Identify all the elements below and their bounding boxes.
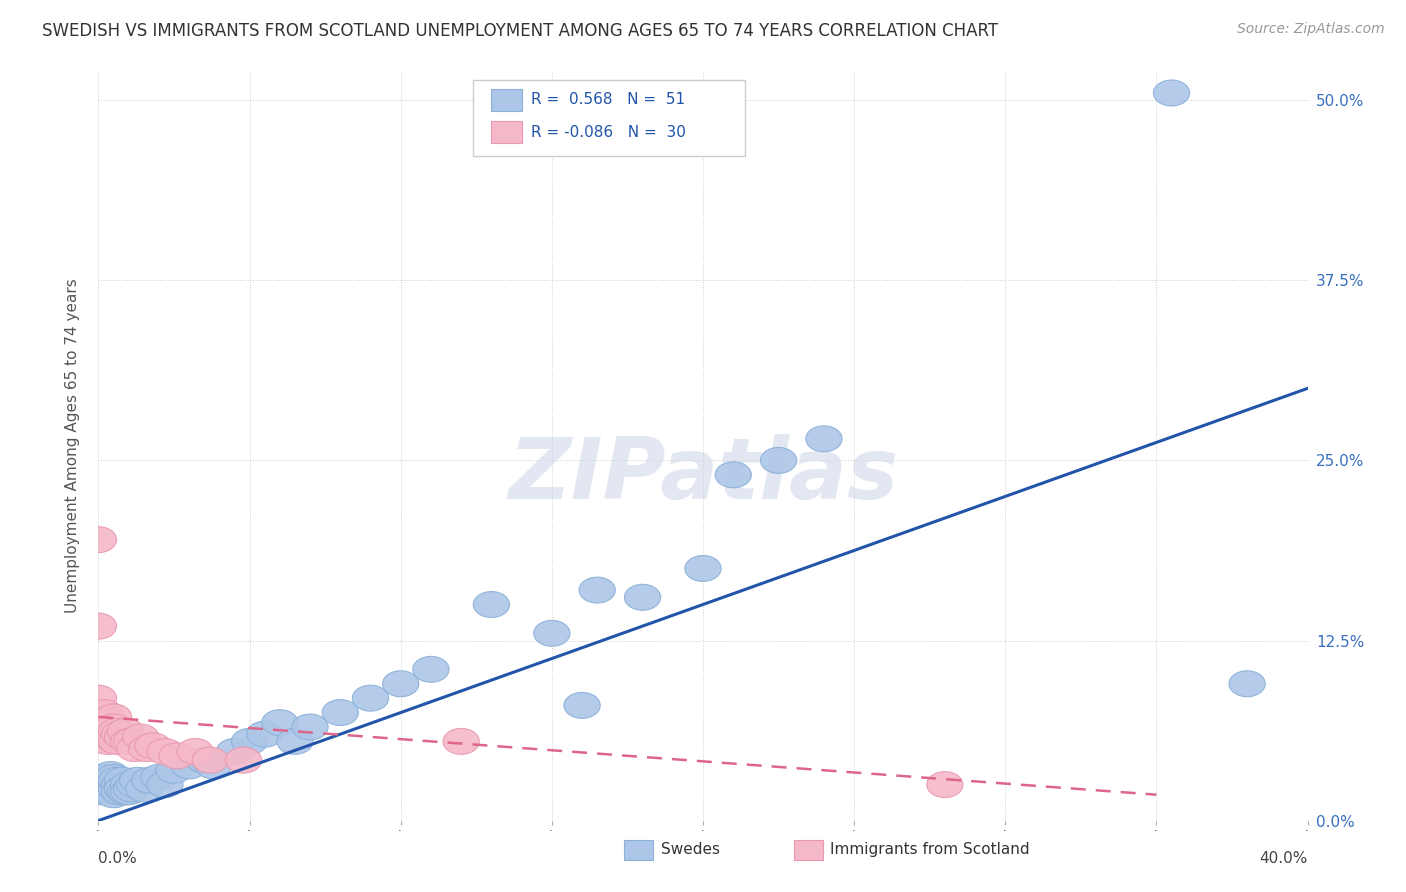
Text: 40.0%: 40.0% bbox=[1260, 851, 1308, 865]
Ellipse shape bbox=[96, 781, 132, 807]
Ellipse shape bbox=[114, 776, 150, 802]
Ellipse shape bbox=[96, 764, 132, 790]
Ellipse shape bbox=[277, 729, 314, 755]
Ellipse shape bbox=[107, 779, 143, 805]
Text: R =  0.568   N =  51: R = 0.568 N = 51 bbox=[531, 93, 685, 107]
Ellipse shape bbox=[93, 779, 129, 805]
Ellipse shape bbox=[322, 699, 359, 725]
Ellipse shape bbox=[96, 714, 132, 740]
Ellipse shape bbox=[146, 772, 183, 797]
Ellipse shape bbox=[107, 718, 143, 744]
Ellipse shape bbox=[246, 722, 283, 747]
Ellipse shape bbox=[443, 729, 479, 755]
Ellipse shape bbox=[98, 729, 135, 755]
FancyBboxPatch shape bbox=[793, 840, 823, 860]
Ellipse shape bbox=[98, 767, 135, 793]
Ellipse shape bbox=[195, 753, 232, 779]
Ellipse shape bbox=[80, 526, 117, 553]
Ellipse shape bbox=[98, 718, 135, 744]
Ellipse shape bbox=[101, 772, 138, 797]
Ellipse shape bbox=[156, 757, 193, 783]
Ellipse shape bbox=[806, 425, 842, 451]
Text: 0.0%: 0.0% bbox=[98, 851, 138, 865]
Ellipse shape bbox=[86, 699, 122, 725]
Ellipse shape bbox=[292, 714, 328, 740]
Ellipse shape bbox=[761, 448, 797, 474]
Ellipse shape bbox=[927, 772, 963, 797]
Ellipse shape bbox=[262, 710, 298, 736]
Ellipse shape bbox=[353, 685, 388, 711]
Text: R = -0.086   N =  30: R = -0.086 N = 30 bbox=[531, 125, 686, 139]
Ellipse shape bbox=[117, 772, 153, 797]
Ellipse shape bbox=[83, 779, 120, 805]
Ellipse shape bbox=[104, 724, 141, 750]
Ellipse shape bbox=[186, 747, 222, 773]
Ellipse shape bbox=[624, 584, 661, 610]
Ellipse shape bbox=[93, 724, 129, 750]
Ellipse shape bbox=[83, 722, 120, 747]
Ellipse shape bbox=[1153, 80, 1189, 106]
Ellipse shape bbox=[382, 671, 419, 697]
Ellipse shape bbox=[93, 710, 129, 736]
Ellipse shape bbox=[96, 704, 132, 730]
Ellipse shape bbox=[685, 556, 721, 582]
Ellipse shape bbox=[564, 692, 600, 718]
Ellipse shape bbox=[159, 743, 195, 769]
Ellipse shape bbox=[1229, 671, 1265, 697]
Ellipse shape bbox=[104, 767, 141, 793]
Ellipse shape bbox=[120, 767, 156, 793]
Ellipse shape bbox=[101, 779, 138, 805]
Ellipse shape bbox=[146, 739, 183, 764]
Text: ZIPatlas: ZIPatlas bbox=[508, 434, 898, 517]
Ellipse shape bbox=[135, 732, 172, 759]
Text: Swedes: Swedes bbox=[661, 842, 720, 856]
Ellipse shape bbox=[80, 685, 117, 711]
Ellipse shape bbox=[111, 729, 146, 755]
FancyBboxPatch shape bbox=[492, 120, 522, 144]
Ellipse shape bbox=[90, 706, 125, 732]
Y-axis label: Unemployment Among Ages 65 to 74 years: Unemployment Among Ages 65 to 74 years bbox=[65, 278, 80, 614]
Ellipse shape bbox=[104, 776, 141, 802]
Ellipse shape bbox=[111, 779, 146, 805]
Ellipse shape bbox=[111, 772, 146, 797]
Ellipse shape bbox=[117, 736, 153, 762]
Ellipse shape bbox=[141, 764, 177, 790]
Text: Source: ZipAtlas.com: Source: ZipAtlas.com bbox=[1237, 22, 1385, 37]
Ellipse shape bbox=[193, 747, 228, 773]
Ellipse shape bbox=[232, 729, 267, 755]
Ellipse shape bbox=[83, 714, 120, 740]
Ellipse shape bbox=[96, 772, 132, 797]
Ellipse shape bbox=[90, 767, 125, 793]
Ellipse shape bbox=[114, 729, 150, 755]
Ellipse shape bbox=[96, 724, 132, 750]
Ellipse shape bbox=[413, 657, 449, 682]
Ellipse shape bbox=[93, 762, 129, 788]
Ellipse shape bbox=[122, 724, 159, 750]
Ellipse shape bbox=[125, 776, 162, 802]
Ellipse shape bbox=[217, 739, 253, 764]
Ellipse shape bbox=[129, 736, 165, 762]
Ellipse shape bbox=[579, 577, 616, 603]
Ellipse shape bbox=[177, 739, 214, 764]
Ellipse shape bbox=[132, 767, 167, 793]
Ellipse shape bbox=[86, 764, 122, 790]
Ellipse shape bbox=[534, 620, 569, 647]
FancyBboxPatch shape bbox=[492, 88, 522, 112]
Ellipse shape bbox=[86, 772, 122, 797]
Ellipse shape bbox=[90, 776, 125, 802]
Ellipse shape bbox=[474, 591, 509, 617]
Ellipse shape bbox=[172, 753, 207, 779]
Text: SWEDISH VS IMMIGRANTS FROM SCOTLAND UNEMPLOYMENT AMONG AGES 65 TO 74 YEARS CORRE: SWEDISH VS IMMIGRANTS FROM SCOTLAND UNEM… bbox=[42, 22, 998, 40]
Ellipse shape bbox=[101, 722, 138, 747]
Ellipse shape bbox=[98, 776, 135, 802]
Ellipse shape bbox=[90, 729, 125, 755]
Ellipse shape bbox=[225, 747, 262, 773]
FancyBboxPatch shape bbox=[474, 79, 745, 156]
Text: Immigrants from Scotland: Immigrants from Scotland bbox=[830, 842, 1029, 856]
Ellipse shape bbox=[80, 613, 117, 639]
Ellipse shape bbox=[86, 724, 122, 750]
FancyBboxPatch shape bbox=[624, 840, 654, 860]
Ellipse shape bbox=[716, 462, 751, 488]
